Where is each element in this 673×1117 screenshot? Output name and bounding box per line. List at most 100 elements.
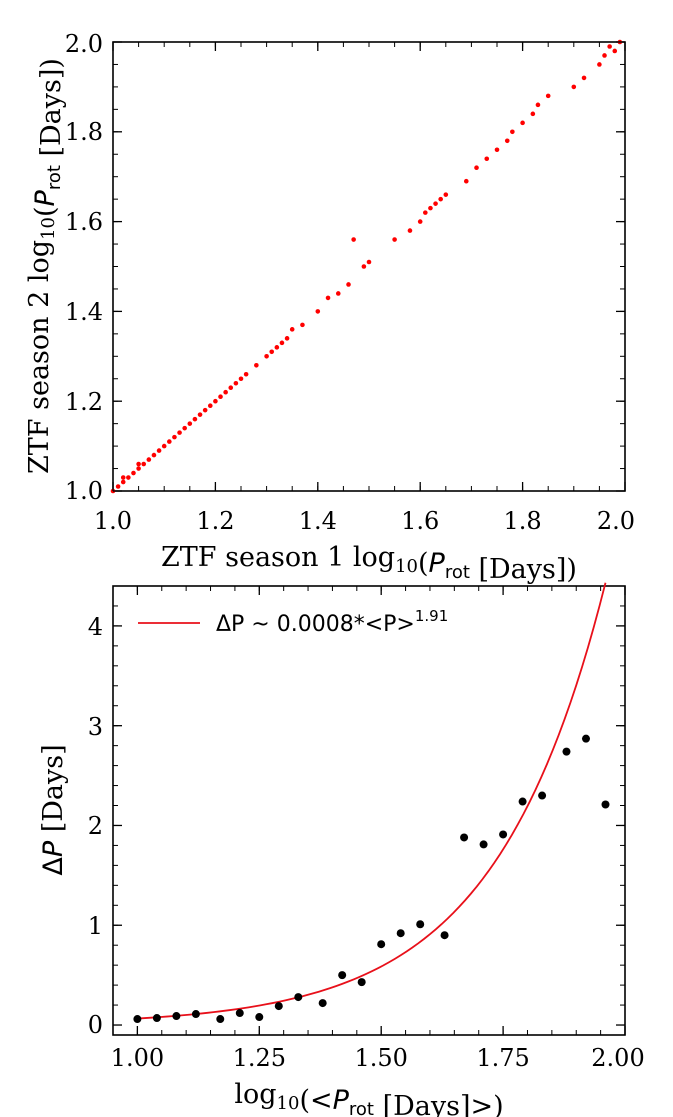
- scatter-point: [126, 475, 131, 480]
- data-point: [216, 1015, 225, 1024]
- bottom-y-tick-label: 0: [88, 1011, 103, 1039]
- scatter-point: [289, 327, 295, 332]
- scatter-point: [612, 48, 618, 54]
- scatter-point: [284, 336, 290, 341]
- bottom-x-tick-labels: 1.00 1.25 1.50 1.75 2.00: [111, 1044, 645, 1072]
- scatter-point: [233, 380, 239, 386]
- scatter-point: [136, 466, 141, 471]
- scatter-point: [213, 398, 218, 404]
- scatter-point: [115, 484, 121, 489]
- bottom-y-axis-label: ΔP [Days]: [38, 744, 69, 875]
- top-y-tick-label: 2.0: [65, 30, 103, 58]
- scatter-point: [136, 461, 141, 467]
- data-point: [416, 920, 425, 929]
- bottom-y-tick-label: 4: [88, 613, 103, 641]
- bottom-x-tick-label: 1.75: [476, 1044, 529, 1072]
- scatter-point: [463, 178, 469, 184]
- data-point: [518, 797, 527, 806]
- data-point: [460, 833, 469, 842]
- data-point: [581, 734, 590, 743]
- top-y-tick-label: 1.8: [65, 118, 103, 146]
- scatter-point: [484, 156, 490, 162]
- top-y-tick-label: 1.4: [65, 298, 103, 326]
- data-point: [318, 999, 327, 1008]
- scatter-point: [423, 210, 428, 215]
- data-point: [562, 747, 571, 756]
- scatter-point: [474, 165, 479, 171]
- scatter-point: [315, 309, 321, 314]
- scatter-point: [407, 228, 413, 233]
- scatter-point: [535, 102, 541, 108]
- scatter-point: [182, 425, 187, 431]
- data-point: [172, 1012, 181, 1021]
- top-x-tick-label: 1.0: [94, 507, 132, 535]
- scatter-point: [151, 452, 157, 458]
- top-x-tick-label: 1.4: [299, 507, 337, 535]
- scatter-point: [264, 354, 269, 359]
- bottom-x-tick-label: 1.00: [111, 1044, 164, 1072]
- scatter-point: [120, 479, 126, 485]
- scatter-point: [504, 138, 510, 144]
- scatter-point: [335, 291, 341, 296]
- bottom-x-tick-label: 1.50: [354, 1044, 407, 1072]
- legend-label: ΔP ~ 0.0008*<P>1.91: [216, 607, 448, 637]
- data-point: [191, 1010, 200, 1019]
- top-x-tick-label: 1.6: [401, 507, 439, 535]
- scatter-point: [228, 385, 234, 391]
- scatter-point: [581, 75, 587, 81]
- scatter-point: [417, 219, 423, 224]
- scatter-point: [607, 44, 612, 49]
- top-x-tick-label: 1.8: [504, 507, 542, 535]
- scatter-point: [223, 389, 228, 395]
- scatter-point: [300, 322, 305, 328]
- fit-curve: [137, 582, 607, 1020]
- legend: ΔP ~ 0.0008*<P>1.91: [138, 607, 448, 637]
- bottom-axis-ticks: [112, 585, 626, 1035]
- data-point: [499, 830, 508, 839]
- top-x-tick-labels: 1.0 1.2 1.4 1.6 1.8 2.0: [94, 507, 635, 535]
- top-y-tick-label: 1.6: [65, 208, 103, 236]
- scatter-point: [510, 129, 515, 135]
- bottom-y-tick-label: 1: [88, 912, 103, 940]
- bottom-panel: ΔP ~ 0.0008*<P>1.91 1.00 1.25 1.50 1.75 …: [38, 582, 645, 1117]
- scatter-point: [192, 416, 198, 422]
- scatter-point: [202, 407, 208, 413]
- data-point: [294, 993, 303, 1002]
- scatter-point: [146, 457, 152, 462]
- bottom-y-tick-label: 2: [88, 812, 103, 840]
- scatter-point: [346, 282, 351, 287]
- scatter-point: [141, 461, 147, 467]
- bottom-x-axis-label: log10(<Prot [Days]>): [234, 1079, 503, 1117]
- data-point: [255, 1013, 264, 1022]
- scatter-point: [238, 376, 244, 382]
- data-point: [357, 978, 366, 987]
- scatter-point: [438, 196, 443, 202]
- scatter-point: [120, 475, 126, 480]
- top-y-tick-label: 1.0: [65, 477, 103, 505]
- scatter-point: [279, 340, 285, 346]
- bottom-plot-frame: [112, 585, 626, 1036]
- scatter-point: [254, 362, 259, 368]
- scatter-point: [161, 443, 167, 449]
- data-point: [133, 1015, 142, 1024]
- top-data-points: [110, 39, 623, 494]
- scatter-point: [428, 205, 433, 211]
- top-y-tick-labels: 1.0 1.2 1.4 1.6 1.8 2.0: [65, 30, 103, 505]
- scatter-point: [207, 403, 213, 408]
- scatter-point: [351, 237, 356, 242]
- data-point: [396, 929, 405, 938]
- data-point: [152, 1014, 161, 1023]
- scatter-point: [325, 295, 331, 301]
- bottom-y-tick-labels: 0 1 2 3 4: [88, 613, 103, 1039]
- top-y-tick-label: 1.2: [65, 388, 103, 416]
- scatter-point: [187, 421, 193, 426]
- scatter-point: [167, 439, 172, 444]
- top-axis-ticks: [112, 41, 626, 492]
- scatter-point: [602, 53, 607, 58]
- bottom-data-points: [133, 734, 610, 1024]
- scatter-point: [156, 448, 162, 453]
- scatter-point: [218, 394, 223, 400]
- scatter-point: [366, 259, 372, 265]
- bottom-x-tick-label: 1.25: [233, 1044, 286, 1072]
